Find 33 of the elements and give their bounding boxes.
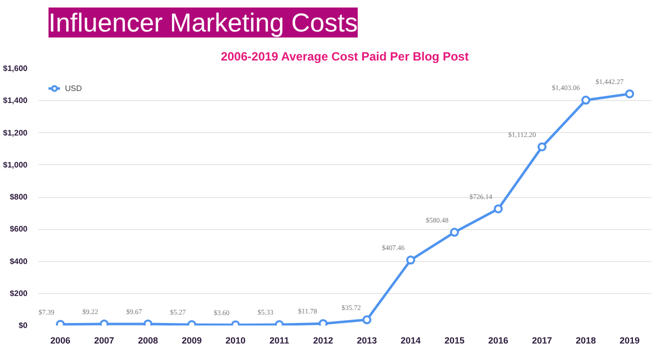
chart-subtitle: 2006-2019 Average Cost Paid Per Blog Post	[220, 50, 469, 64]
y-tick-label: $1,000	[3, 160, 28, 170]
x-tick-label: 2008	[138, 336, 158, 346]
x-tick-label: 2009	[182, 336, 202, 346]
point	[625, 89, 634, 98]
point	[406, 256, 416, 265]
x-tick-label: 2018	[576, 336, 596, 346]
x-tick-label: 2010	[226, 336, 246, 346]
y-tick-label: $1,200	[3, 128, 28, 138]
chart-title: Influencer Marketing Costs	[48, 8, 358, 38]
x-tick-label: 2007	[94, 336, 114, 346]
x-tick-label: 2017	[532, 336, 552, 346]
y-tick-label: $800	[10, 192, 28, 202]
x-tick-label: 2019	[620, 336, 640, 346]
x-tick-label: 2013	[356, 336, 377, 346]
point	[450, 228, 459, 237]
x-tick-label: 2015	[444, 336, 464, 346]
y-tick-label: $1,600	[3, 64, 28, 73]
point	[362, 315, 372, 324]
x-tick-label: 2016	[488, 336, 508, 346]
legend-label: USD	[65, 84, 83, 92]
y-tick-label: $200	[10, 288, 28, 298]
x-tick-label: 2012	[313, 336, 334, 346]
x-tick-label: 2014	[400, 336, 421, 346]
point	[581, 96, 590, 105]
y-tick-label: $1,400	[3, 96, 28, 106]
y-tick-label: $0	[18, 321, 28, 330]
y-tick-label: $400	[10, 256, 28, 266]
x-tick-label: 2006	[50, 336, 70, 346]
point	[538, 142, 547, 152]
y-tick-label: $600	[10, 224, 28, 234]
x-tick-label: 2011	[270, 336, 290, 346]
point	[494, 204, 503, 214]
